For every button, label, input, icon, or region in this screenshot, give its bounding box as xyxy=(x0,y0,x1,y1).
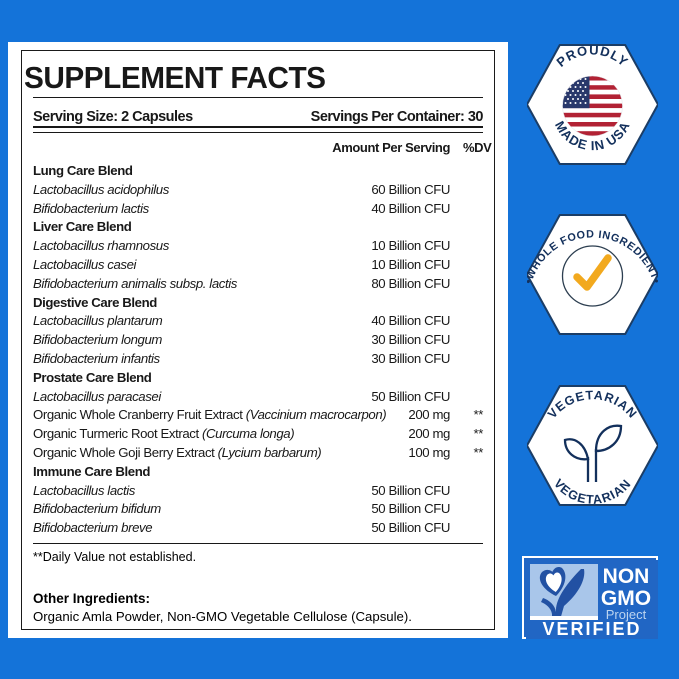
svg-text:VEGETARIAN: VEGETARIAN xyxy=(551,476,634,506)
svg-text:VEGETARIAN: VEGETARIAN xyxy=(545,388,640,421)
svg-text:PROUDLY: PROUDLY xyxy=(554,43,632,70)
svg-text:NON: NON xyxy=(603,565,650,588)
svg-text:VERIFIED: VERIFIED xyxy=(542,619,641,639)
